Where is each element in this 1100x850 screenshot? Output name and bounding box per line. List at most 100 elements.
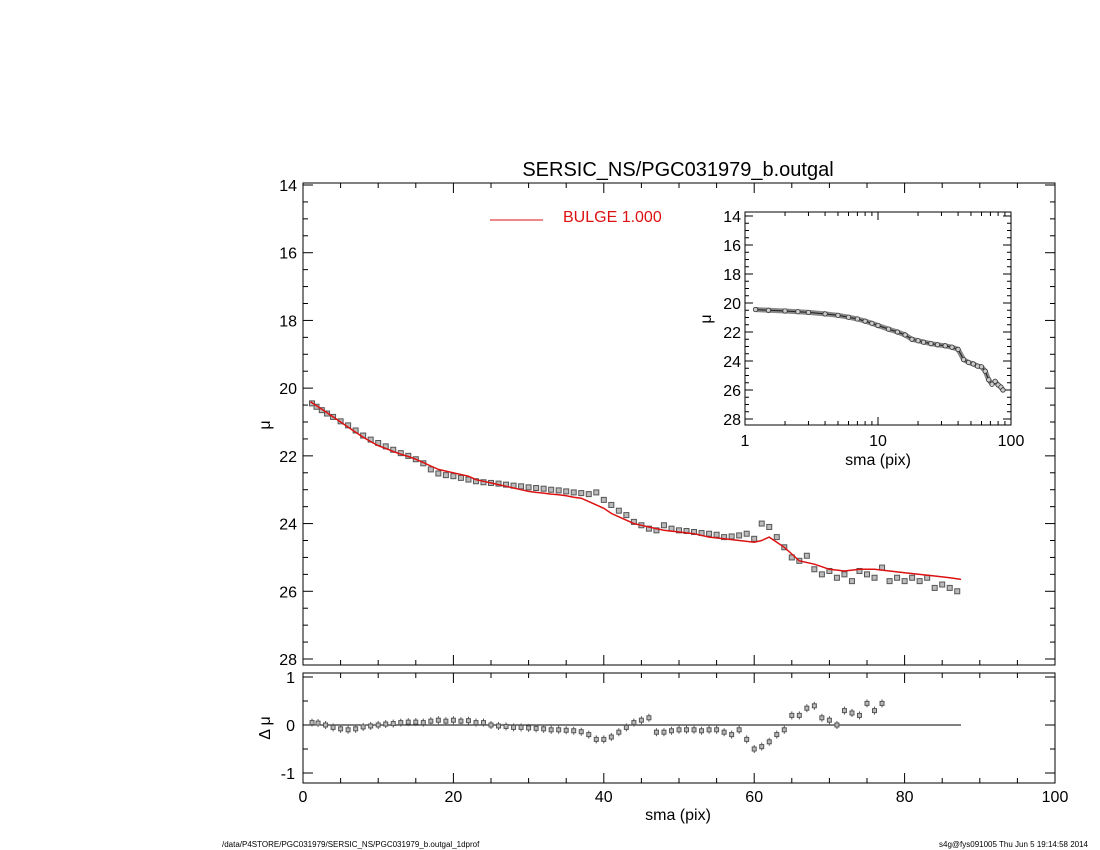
inset-x-axis-label: sma (pix) — [845, 452, 911, 469]
inset-data-point — [949, 344, 955, 350]
data-point — [555, 487, 562, 494]
residual-point — [503, 723, 509, 729]
data-point — [894, 574, 901, 581]
residual-point — [744, 736, 750, 742]
data-point — [450, 473, 457, 480]
inset-data-point — [915, 338, 921, 344]
residual-point — [315, 720, 321, 726]
residual-point — [375, 722, 381, 728]
inset-data-point — [805, 309, 812, 316]
residual-point — [571, 728, 577, 734]
inset-data-point — [986, 377, 992, 383]
residual-point — [789, 712, 795, 718]
residual-point — [841, 708, 847, 714]
data-point — [721, 534, 728, 541]
data-point — [751, 535, 758, 542]
residual-point — [668, 728, 674, 734]
data-point — [563, 488, 570, 495]
main-y-tick-label: 16 — [279, 246, 297, 263]
data-point — [457, 474, 464, 481]
model-line — [310, 401, 962, 581]
residual-point — [714, 727, 720, 733]
x-tick-label: 0 — [299, 789, 308, 806]
inset-data-point — [942, 343, 948, 349]
data-point — [954, 588, 961, 595]
data-point — [623, 512, 630, 519]
residual-point — [496, 723, 502, 729]
residual-point — [796, 712, 802, 718]
residual-y-tick-label: 0 — [286, 718, 295, 735]
residual-point — [819, 715, 825, 721]
data-point — [540, 485, 547, 492]
residual-point — [541, 726, 547, 732]
inset-data-point — [1000, 387, 1006, 393]
data-point — [706, 530, 713, 537]
residual-point — [676, 727, 682, 733]
residual-point — [706, 727, 712, 733]
residual-point — [338, 726, 344, 732]
residual-point — [330, 724, 336, 730]
inset-y-tick-label: 26 — [723, 383, 741, 400]
main-y-tick-label: 26 — [279, 584, 297, 601]
data-point — [660, 522, 667, 529]
residual-point — [849, 710, 855, 716]
data-point — [570, 489, 577, 496]
residual-point — [413, 719, 419, 725]
inset-data-point — [862, 318, 868, 324]
residual-point — [691, 727, 697, 733]
data-point — [593, 489, 600, 496]
inset-y-tick-label: 20 — [723, 296, 741, 313]
data-point — [533, 485, 540, 492]
data-point — [856, 567, 863, 574]
x-tick-label: 40 — [595, 789, 613, 806]
data-point — [871, 574, 878, 581]
residual-point — [593, 736, 599, 742]
inset-y-tick-label: 22 — [723, 325, 741, 342]
data-point — [578, 490, 585, 497]
footer-timestamp: s4g@fys091005 Thu Jun 5 19:14:58 2014 — [939, 840, 1088, 849]
residual-point — [563, 727, 569, 733]
residual-point — [751, 746, 757, 752]
residual-point — [811, 703, 817, 709]
inset-data-point — [875, 322, 881, 329]
data-point — [841, 571, 848, 578]
residual-point — [518, 724, 524, 730]
data-point — [818, 571, 825, 578]
data-point — [713, 531, 720, 538]
residual-point — [721, 729, 727, 735]
inset-data-point — [978, 364, 985, 370]
residual-point — [323, 722, 329, 728]
inset-data-point — [928, 340, 934, 347]
data-point — [472, 478, 479, 485]
inset-data-point — [835, 312, 841, 318]
main-y-tick-label: 24 — [279, 517, 297, 534]
chart-title: SERSIC_NS/PGC031979_b.outgal — [522, 159, 833, 181]
residual-point — [684, 727, 690, 733]
inset-x-tick-label: 1 — [741, 433, 750, 450]
residual-point — [661, 729, 667, 735]
inset-data-point — [955, 346, 961, 352]
residual-y-axis-label: Δ μ — [257, 716, 274, 739]
inset-data-point — [782, 308, 788, 314]
main-y-tick-label: 22 — [279, 449, 297, 466]
data-point — [645, 525, 652, 532]
residual-point — [804, 705, 810, 711]
data-point — [864, 571, 870, 578]
residual-point — [766, 739, 772, 745]
inset-y-axis-label: μ — [698, 314, 715, 323]
residual-point — [864, 700, 870, 706]
residual-point — [511, 724, 517, 730]
residual-y-tick-label: 1 — [286, 670, 295, 687]
data-point — [743, 530, 750, 537]
residual-point — [623, 724, 629, 730]
residual-point — [699, 728, 705, 734]
data-point — [766, 523, 773, 530]
residual-point — [872, 708, 878, 714]
data-point — [803, 552, 810, 559]
data-point — [811, 566, 818, 573]
residual-point — [405, 719, 411, 725]
residual-point — [390, 721, 396, 727]
residual-point — [353, 726, 359, 732]
data-point — [826, 567, 833, 574]
data-point — [608, 501, 615, 508]
